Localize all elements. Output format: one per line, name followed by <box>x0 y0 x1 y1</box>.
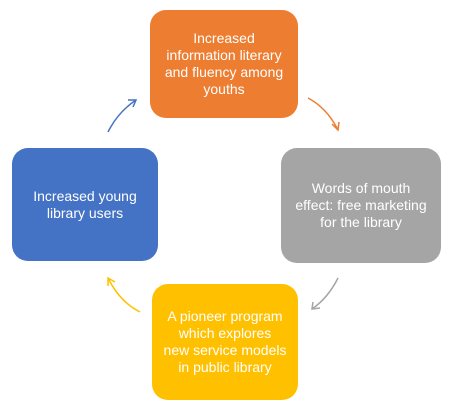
step-box-information-literacy: Increased information literary and fluen… <box>150 10 298 118</box>
step-box-word-of-mouth: Words of mouth effect: free marketing fo… <box>281 148 441 263</box>
step-label-information-literacy: Increased information literary and fluen… <box>164 30 284 97</box>
step-label-young-library-users: Increased young library users <box>33 187 137 221</box>
arrow-left-to-top <box>107 99 138 133</box>
step-box-young-library-users: Increased young library users <box>12 148 158 261</box>
step-label-word-of-mouth: Words of mouth effect: free marketing fo… <box>295 180 427 230</box>
arrow-right-to-bottom <box>311 277 339 310</box>
arrow-bottom-to-left <box>107 276 141 313</box>
arrow-top-to-right <box>307 97 340 132</box>
step-label-pioneer-program: A pioneer program which explores new ser… <box>163 308 287 375</box>
step-box-pioneer-program: A pioneer program which explores new ser… <box>152 284 298 400</box>
